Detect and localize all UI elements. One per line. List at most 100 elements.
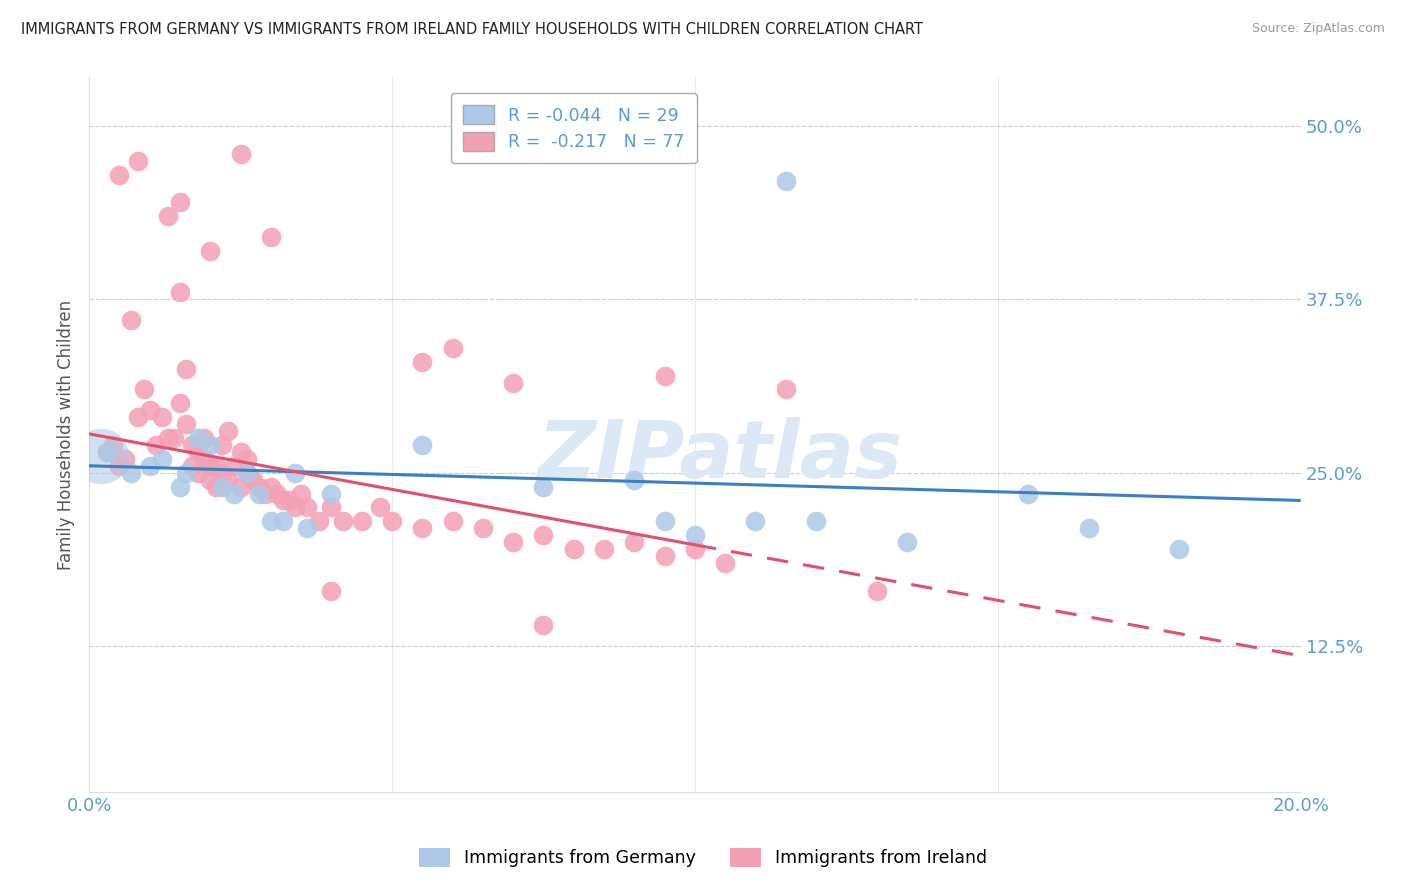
Point: [502, 376, 524, 390]
Point: [1168, 541, 1191, 556]
Point: [235, 451, 257, 466]
Point: [593, 541, 616, 556]
Point: [108, 168, 131, 182]
Point: [205, 458, 228, 473]
Point: [229, 445, 252, 459]
Point: [714, 556, 737, 570]
Point: [114, 451, 136, 466]
Point: [217, 424, 239, 438]
Point: [1017, 486, 1039, 500]
Point: [411, 355, 433, 369]
Point: [804, 514, 827, 528]
Point: [381, 514, 404, 528]
Point: [471, 521, 494, 535]
Point: [260, 479, 283, 493]
Point: [181, 458, 204, 473]
Point: [205, 479, 228, 493]
Text: ZIPatlas: ZIPatlas: [537, 417, 901, 495]
Point: [266, 486, 288, 500]
Point: [278, 493, 301, 508]
Point: [187, 466, 209, 480]
Point: [90, 449, 112, 463]
Point: [368, 500, 391, 515]
Point: [96, 445, 118, 459]
Point: [865, 583, 887, 598]
Point: [127, 410, 149, 425]
Point: [229, 146, 252, 161]
Point: [229, 479, 252, 493]
Point: [683, 528, 706, 542]
Point: [169, 285, 191, 300]
Point: [156, 209, 179, 223]
Point: [150, 451, 173, 466]
Legend: Immigrants from Germany, Immigrants from Ireland: Immigrants from Germany, Immigrants from…: [412, 841, 994, 874]
Point: [247, 479, 270, 493]
Point: [295, 521, 318, 535]
Point: [211, 479, 233, 493]
Point: [174, 466, 197, 480]
Point: [260, 230, 283, 244]
Point: [96, 445, 118, 459]
Point: [321, 583, 343, 598]
Point: [260, 514, 283, 528]
Point: [531, 618, 554, 632]
Point: [187, 445, 209, 459]
Point: [295, 500, 318, 515]
Point: [150, 410, 173, 425]
Point: [744, 514, 766, 528]
Point: [145, 438, 167, 452]
Point: [121, 466, 143, 480]
Point: [284, 500, 307, 515]
Point: [290, 486, 312, 500]
Point: [247, 486, 270, 500]
Point: [242, 473, 264, 487]
Point: [683, 541, 706, 556]
Point: [271, 493, 294, 508]
Point: [103, 438, 125, 452]
Point: [132, 383, 155, 397]
Point: [163, 431, 186, 445]
Point: [200, 438, 222, 452]
Point: [441, 341, 464, 355]
Point: [193, 431, 215, 445]
Point: [1077, 521, 1099, 535]
Point: [193, 451, 215, 466]
Y-axis label: Family Households with Children: Family Households with Children: [58, 300, 75, 570]
Legend: R = -0.044   N = 29, R =  -0.217   N = 77: R = -0.044 N = 29, R = -0.217 N = 77: [451, 94, 696, 163]
Point: [235, 466, 257, 480]
Point: [200, 244, 222, 258]
Text: Source: ZipAtlas.com: Source: ZipAtlas.com: [1251, 22, 1385, 36]
Point: [224, 486, 246, 500]
Point: [121, 313, 143, 327]
Point: [411, 438, 433, 452]
Point: [169, 195, 191, 210]
Point: [217, 473, 239, 487]
Text: IMMIGRANTS FROM GERMANY VS IMMIGRANTS FROM IRELAND FAMILY HOUSEHOLDS WITH CHILDR: IMMIGRANTS FROM GERMANY VS IMMIGRANTS FR…: [21, 22, 924, 37]
Point: [169, 396, 191, 410]
Point: [775, 174, 797, 188]
Point: [321, 500, 343, 515]
Point: [253, 486, 276, 500]
Point: [271, 514, 294, 528]
Point: [441, 514, 464, 528]
Point: [127, 153, 149, 168]
Point: [211, 438, 233, 452]
Point: [169, 479, 191, 493]
Point: [623, 473, 645, 487]
Point: [896, 535, 918, 549]
Point: [411, 521, 433, 535]
Point: [502, 535, 524, 549]
Point: [654, 514, 676, 528]
Point: [350, 514, 373, 528]
Point: [308, 514, 330, 528]
Point: [211, 466, 233, 480]
Point: [321, 486, 343, 500]
Point: [138, 403, 160, 417]
Point: [138, 458, 160, 473]
Point: [187, 431, 209, 445]
Point: [224, 458, 246, 473]
Point: [623, 535, 645, 549]
Point: [181, 438, 204, 452]
Point: [108, 458, 131, 473]
Point: [200, 458, 222, 473]
